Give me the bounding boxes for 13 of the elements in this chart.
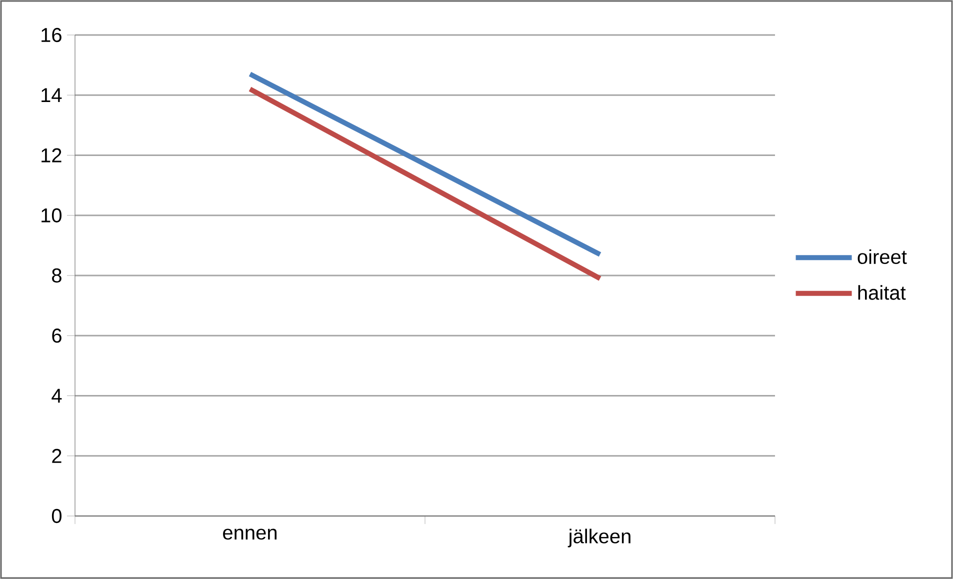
- legend-label: haitat: [858, 285, 906, 300]
- y-tick-label: 14: [42, 88, 62, 102]
- y-tick-label: 2: [52, 448, 62, 463]
- y-tick-label: 10: [42, 208, 62, 222]
- y-tick-label: 8: [52, 268, 62, 283]
- y-tick-label: 12: [42, 148, 62, 162]
- x-tick-label: ennen: [223, 528, 277, 540]
- y-tick-label: 4: [52, 388, 62, 403]
- y-tick-label: 16: [42, 28, 62, 42]
- y-tick-label: 0: [52, 508, 62, 524]
- y-tick-label: 6: [52, 328, 62, 343]
- legend-label: oireet: [858, 249, 907, 264]
- x-tick-label: jälkeen: [568, 528, 630, 548]
